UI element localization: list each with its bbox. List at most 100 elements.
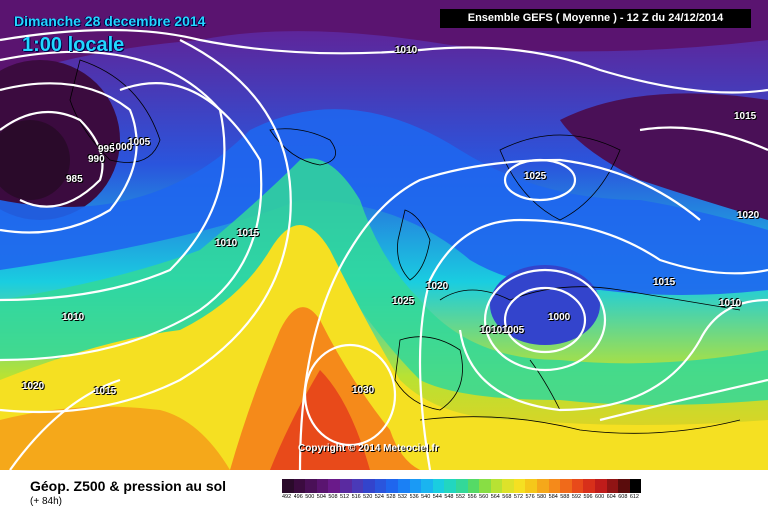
- isobar-label: 1010: [480, 325, 503, 336]
- isobar-label: 985: [66, 174, 83, 185]
- legend-tick: 540: [421, 494, 431, 500]
- isobars: [0, 28, 768, 470]
- legend-swatch: [560, 479, 572, 493]
- legend-swatch: [386, 479, 398, 493]
- isobar-label: 995: [98, 144, 115, 155]
- isobar-1015-ne: [639, 126, 768, 152]
- legend-swatch: [502, 479, 514, 493]
- legend-tick: 528: [386, 494, 396, 500]
- europe-coast: [439, 286, 741, 311]
- forecast-time: 1:00 locale: [22, 34, 125, 56]
- isobar-985: [0, 110, 104, 208]
- legend-tick: 580: [537, 494, 547, 500]
- legend-swatch: [595, 479, 607, 493]
- forecast-lead-time: (+ 84h): [30, 496, 62, 507]
- greenland-outline: [69, 59, 161, 163]
- isobar-990: [0, 82, 138, 234]
- map-canvas: [0, 0, 768, 470]
- legend-swatch: [571, 479, 584, 493]
- isobar-label: 1000: [110, 142, 133, 153]
- legend-swatch: [328, 479, 340, 493]
- legend-tick: 596: [583, 494, 593, 500]
- legend-labels: 492 496 500 504 508 512 516 520 524 528 532 536 540 5…: [282, 494, 641, 500]
- isobar-label: 1010: [62, 312, 85, 323]
- legend-swatch: [374, 479, 387, 493]
- isobar-1020-sw: [9, 378, 121, 470]
- legend-swatch: [444, 479, 456, 493]
- isobar-1025-scand: [503, 158, 577, 202]
- legend-tick: 604: [606, 494, 616, 500]
- legend-tick: 536: [409, 494, 419, 500]
- legend-tick: 548: [444, 494, 454, 500]
- north-africa-coast: [419, 416, 741, 434]
- legend-swatch: [583, 479, 596, 493]
- legend-tick: 592: [571, 494, 582, 500]
- legend-tick: 516: [351, 494, 361, 500]
- z500-band-blue: [0, 109, 768, 295]
- legend-tick: 520: [363, 494, 373, 500]
- footer: Géop. Z500 & pression au sol (+ 84h) 492…: [0, 470, 768, 512]
- legend-swatch: [618, 479, 630, 493]
- isobar-1015-west: [0, 39, 292, 414]
- legend-tick: 532: [397, 494, 408, 500]
- z500-band-green: [0, 158, 768, 405]
- legend-swatch: [455, 479, 468, 493]
- z500-band-ne: [560, 93, 768, 220]
- legend-tick: 524: [374, 494, 384, 500]
- legend-swatch: [339, 479, 352, 493]
- legend-swatch: [629, 479, 642, 493]
- isobar-label: 1010: [719, 298, 742, 309]
- isobar-1000-low: [503, 286, 587, 354]
- legend-swatch: [548, 479, 561, 493]
- isobar-label: 1030: [352, 385, 375, 396]
- isobar-1010-north: [0, 28, 768, 94]
- isobar-1015-se: [599, 378, 768, 422]
- legend-swatch: [293, 479, 306, 493]
- legend-swatch: [525, 479, 538, 493]
- legend-tick: 504: [316, 494, 326, 500]
- legend-tick: 552: [455, 494, 466, 500]
- isobar-label: 1025: [392, 296, 415, 307]
- model-run-label: Ensemble GEFS ( Moyenne ) - 12 Z du 24/1…: [440, 9, 751, 28]
- copyright-text: Copyright © 2014 Meteociel.fr: [298, 443, 439, 454]
- color-legend: [282, 479, 642, 493]
- legend-swatch: [316, 479, 329, 493]
- isobar-1005: [483, 268, 607, 372]
- legend-tick: 568: [502, 494, 512, 500]
- legend-swatch: [513, 479, 526, 493]
- legend-swatch: [490, 479, 503, 493]
- legend-swatch: [409, 479, 422, 493]
- legend-tick: 496: [293, 494, 303, 500]
- legend-tick: 508: [328, 494, 338, 500]
- italy-outline: [529, 359, 561, 411]
- legend-swatch: [421, 479, 433, 493]
- legend-swatch: [479, 479, 491, 493]
- weather-map: 1010 1005 1000 990 995 985 1015 1010 101…: [0, 0, 768, 470]
- legend-tick: 560: [479, 494, 489, 500]
- isobar-label: 1005: [128, 137, 151, 148]
- legend-tick: 556: [467, 494, 477, 500]
- isobar-label: 1020: [22, 381, 45, 392]
- legend-tick: 600: [595, 494, 605, 500]
- isobar-label: 1015: [94, 386, 117, 397]
- isobar-1025: [298, 158, 701, 470]
- legend-tick: 576: [525, 494, 535, 500]
- z500-low-central-europe: [490, 265, 600, 345]
- isobar-1010-west: [0, 82, 263, 362]
- isobar-label: 1010: [395, 45, 418, 56]
- isobar-label: 990: [88, 154, 105, 165]
- isobar-1010-east: [458, 298, 768, 412]
- iberia-outline: [394, 336, 463, 411]
- legend-tick: 588: [560, 494, 570, 500]
- isobar-label: 1015: [734, 111, 757, 122]
- legend-swatch: [363, 479, 375, 493]
- legend-tick: 584: [548, 494, 558, 500]
- isobar-label: 1010: [215, 238, 238, 249]
- coastlines: [69, 59, 741, 434]
- british-isles-outline: [397, 209, 431, 281]
- legend-tick: 512: [339, 494, 350, 500]
- legend-tick: 500: [305, 494, 315, 500]
- legend-swatch: [351, 479, 364, 493]
- isobar-1000: [0, 50, 226, 302]
- legend-tick: 612: [629, 494, 639, 500]
